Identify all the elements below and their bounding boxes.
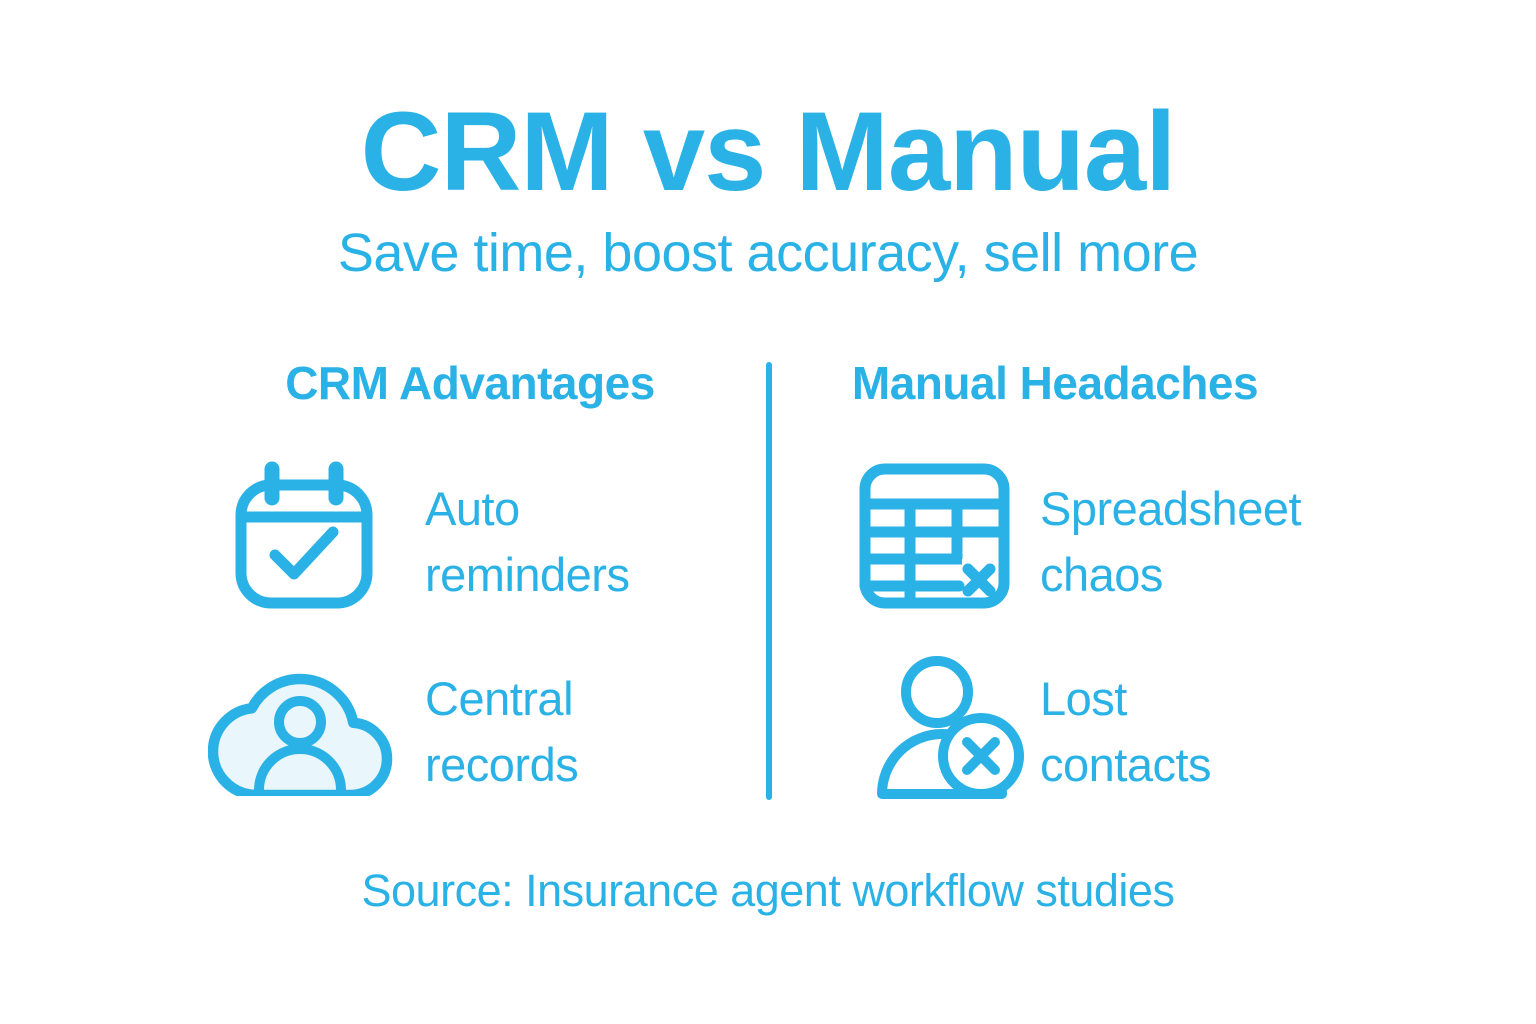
- calendar-check-icon: [234, 456, 374, 610]
- page-subtitle: Save time, boost accuracy, sell more: [337, 223, 1199, 283]
- source-attribution: Source: Insurance agent workflow studies: [361, 865, 1175, 916]
- item-label-central-records: Central records: [425, 672, 579, 791]
- person-x-icon: [874, 650, 1024, 804]
- column-divider: [766, 362, 772, 800]
- item-label-auto-reminders: Auto reminders: [425, 482, 630, 601]
- column-heading-manual-headaches: Manual Headaches: [851, 357, 1259, 409]
- cloud-person-icon: [208, 648, 394, 796]
- item-label-lost-contacts: Lost contacts: [1040, 672, 1212, 791]
- page-title: CRM vs Manual: [360, 89, 1177, 214]
- column-heading-crm-advantages: CRM Advantages: [285, 357, 655, 409]
- item-label-spreadsheet-chaos: Spreadsheet chaos: [1040, 482, 1302, 601]
- spreadsheet-error-icon: [858, 462, 1012, 611]
